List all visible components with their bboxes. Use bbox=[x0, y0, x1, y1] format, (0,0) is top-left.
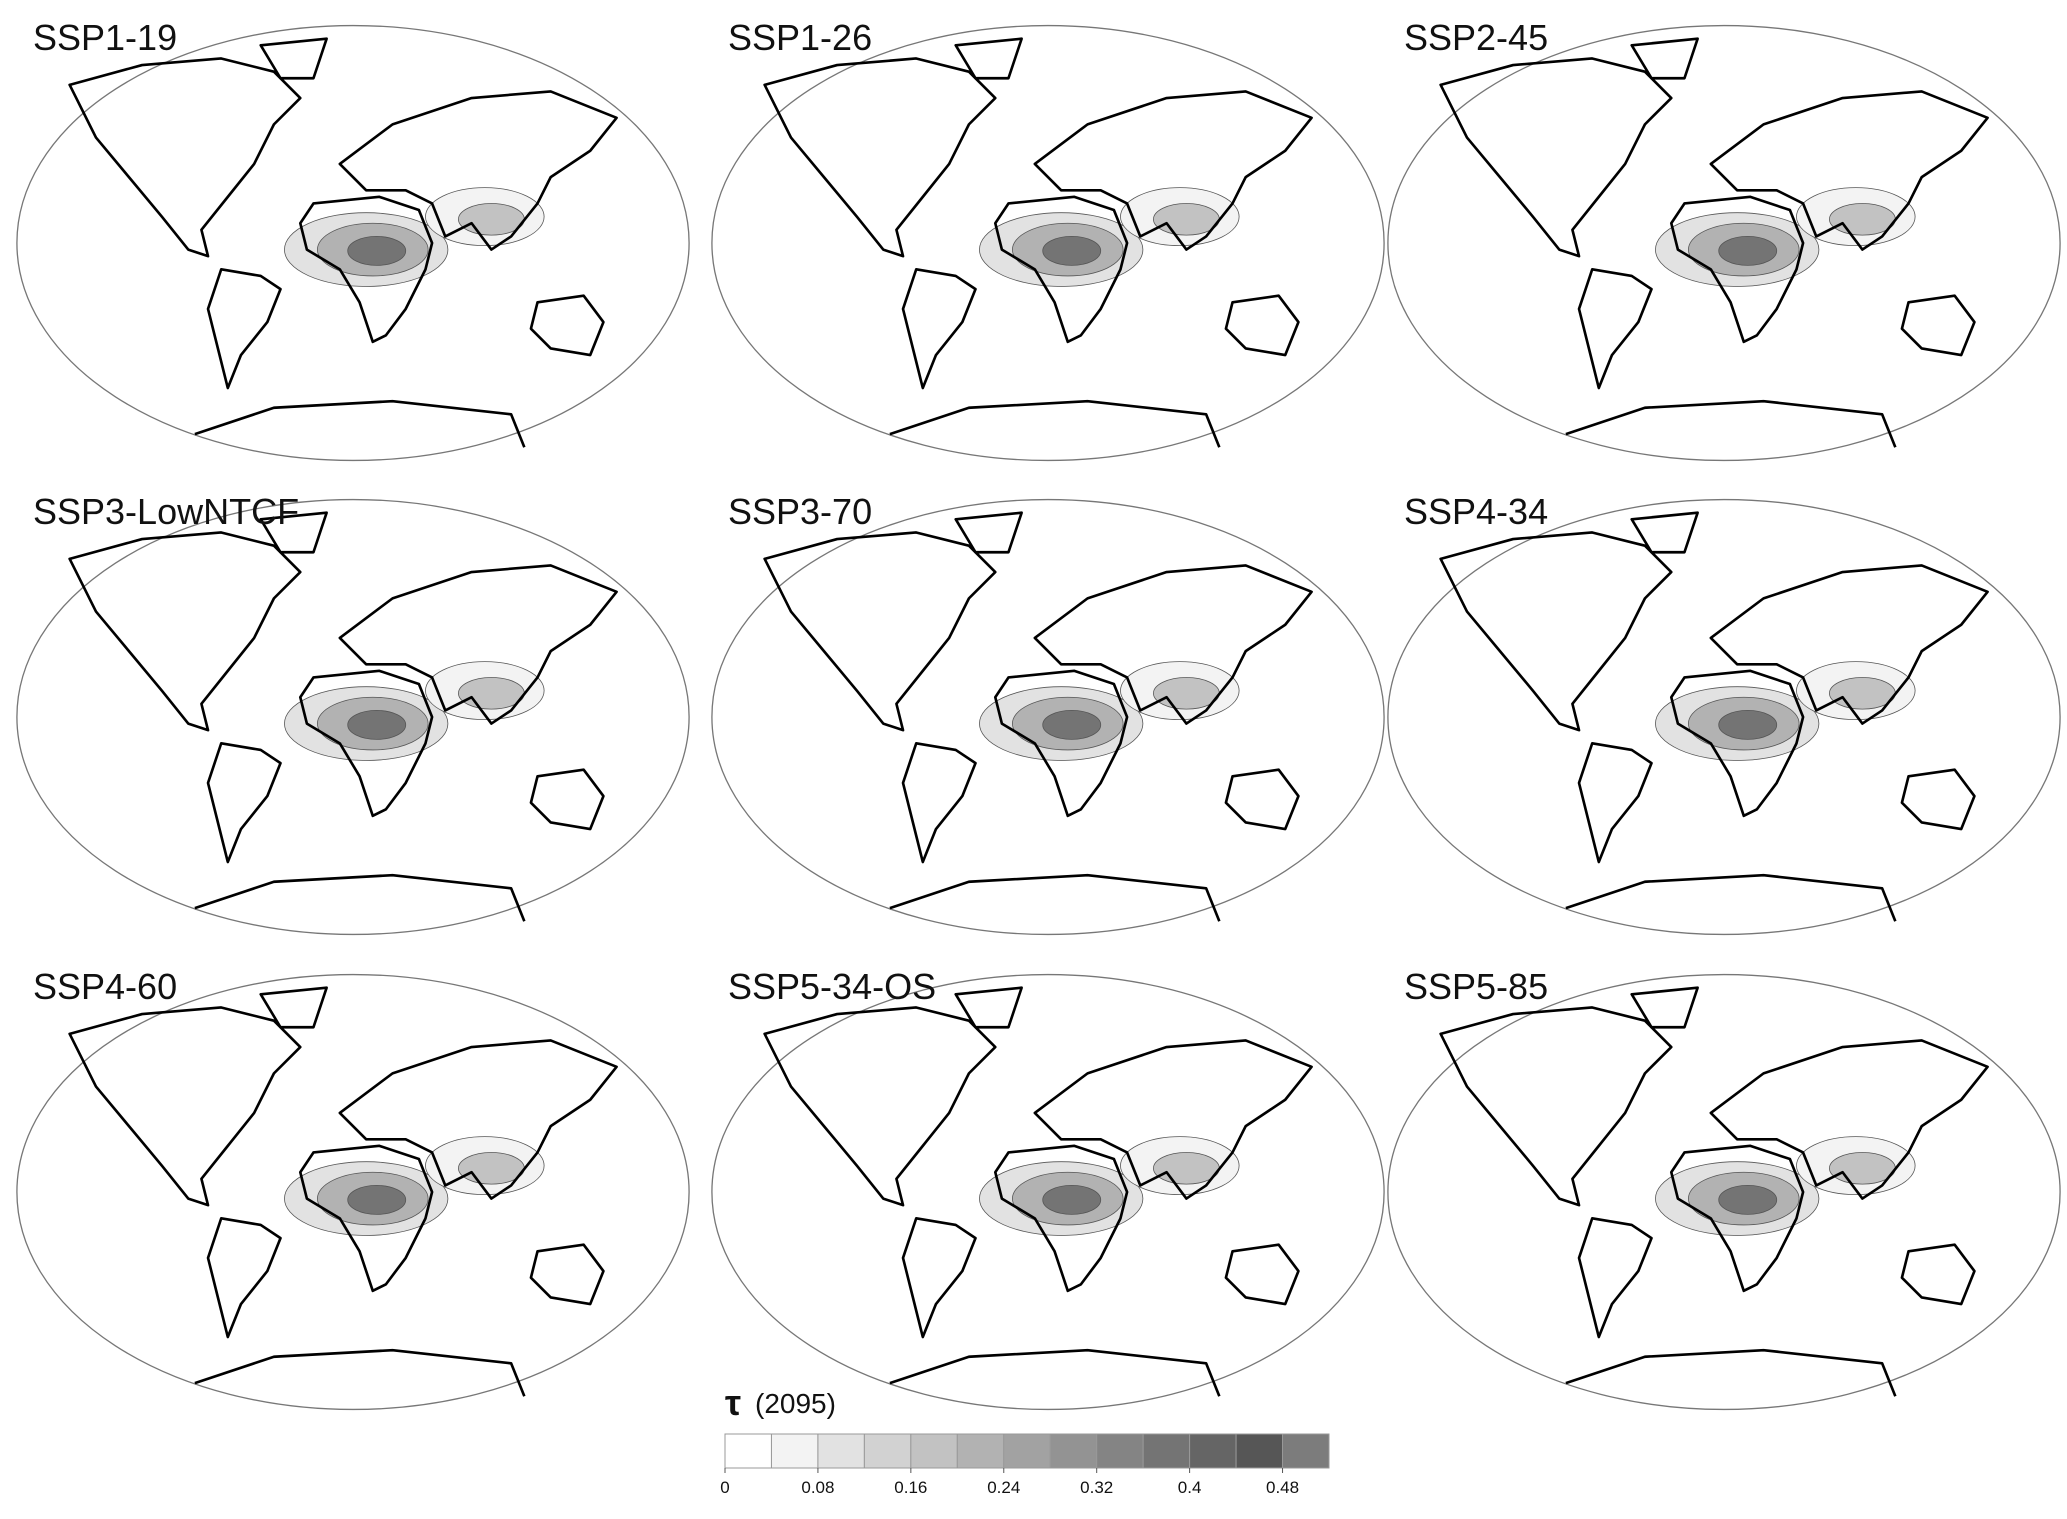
colorbar-box bbox=[863, 1433, 912, 1469]
world-map bbox=[710, 973, 1386, 1411]
colorbar-tick-label: 0 bbox=[720, 1478, 729, 1497]
colorbar-box bbox=[770, 1433, 819, 1469]
panel-title: SSP3-70 bbox=[728, 491, 872, 532]
colorbar-box bbox=[1142, 1433, 1191, 1469]
panel-title: SSP1-19 bbox=[33, 17, 177, 58]
panel-title: SSP4-34 bbox=[1404, 491, 1548, 532]
colorbar-box bbox=[1235, 1433, 1284, 1469]
map-panel: SSP3-70 bbox=[710, 491, 1386, 936]
map-panel: SSP3-LowNTCF bbox=[15, 491, 691, 936]
world-map bbox=[1386, 498, 2062, 936]
colorbar-box bbox=[1049, 1433, 1098, 1469]
panel-title: SSP4-60 bbox=[33, 966, 177, 1007]
colorbar-label: (2095) bbox=[755, 1388, 836, 1419]
map-panel: SSP2-45 bbox=[1386, 17, 2062, 462]
colorbar-tick-label: 0.16 bbox=[894, 1478, 927, 1497]
map-panel: SSP1-19 bbox=[15, 17, 691, 462]
map-panel: SSP5-85 bbox=[1386, 966, 2062, 1411]
map-panel: SSP1-26 bbox=[710, 17, 1386, 462]
colorbar-box bbox=[1189, 1433, 1237, 1469]
colorbar-box bbox=[817, 1433, 865, 1469]
colorbar-symbol: τ bbox=[725, 1382, 741, 1423]
map-panel: SSP5-34-OS bbox=[710, 966, 1386, 1411]
world-map bbox=[710, 24, 1386, 462]
map-panel: SSP4-60 bbox=[15, 966, 691, 1411]
world-map bbox=[710, 498, 1386, 936]
world-map bbox=[15, 498, 691, 936]
world-map bbox=[1386, 24, 2062, 462]
colorbar-box bbox=[724, 1433, 772, 1469]
world-map bbox=[15, 24, 691, 462]
colorbar-tick-label: 0.4 bbox=[1178, 1478, 1202, 1497]
colorbar-box bbox=[956, 1433, 1005, 1469]
panel-title: SSP5-85 bbox=[1404, 966, 1548, 1007]
colorbar-tick-label: 0.48 bbox=[1266, 1478, 1299, 1497]
colorbar-box bbox=[1003, 1433, 1051, 1469]
map-panel: SSP4-34 bbox=[1386, 491, 2062, 936]
panel-title: SSP2-45 bbox=[1404, 17, 1548, 58]
panel-title: SSP5-34-OS bbox=[728, 966, 936, 1007]
colorbar-box bbox=[1096, 1433, 1144, 1469]
colorbar-box bbox=[910, 1433, 958, 1469]
panel-title: SSP3-LowNTCF bbox=[33, 491, 299, 532]
panel-title: SSP1-26 bbox=[728, 17, 872, 58]
world-map bbox=[1386, 973, 2062, 1411]
colorbar-tick-label: 0.08 bbox=[801, 1478, 834, 1497]
world-map bbox=[15, 973, 691, 1411]
colorbar-tick-label: 0.32 bbox=[1080, 1478, 1113, 1497]
colorbar-tick-label: 0.24 bbox=[987, 1478, 1020, 1497]
colorbar-box bbox=[1282, 1433, 1330, 1469]
